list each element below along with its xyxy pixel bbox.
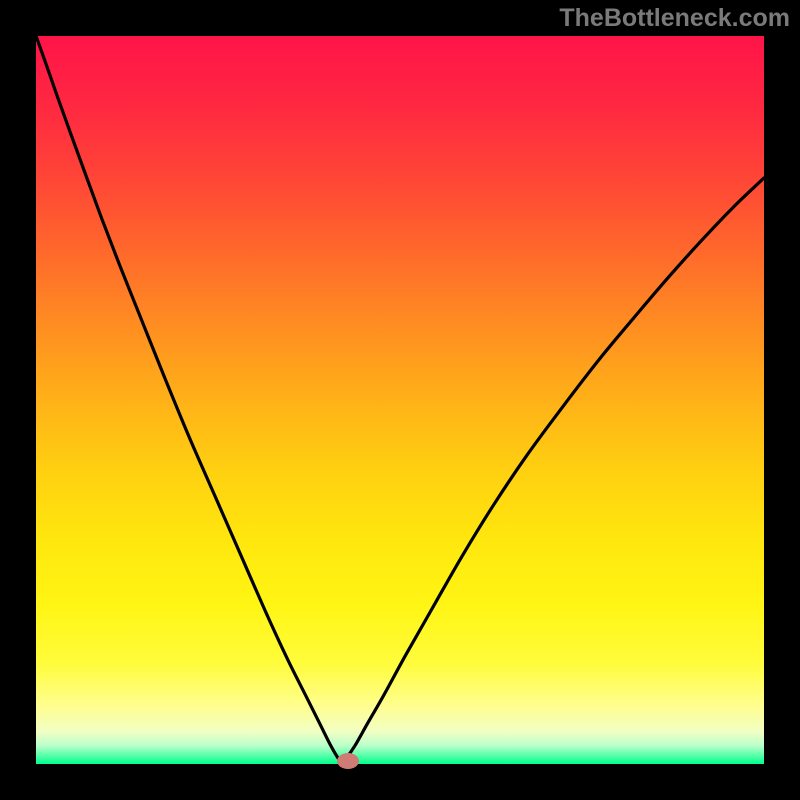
figure-root: TheBottleneck.com [0,0,800,800]
optimum-marker [337,753,359,769]
watermark-text: TheBottleneck.com [559,4,790,33]
bottleneck-curve [36,36,764,764]
